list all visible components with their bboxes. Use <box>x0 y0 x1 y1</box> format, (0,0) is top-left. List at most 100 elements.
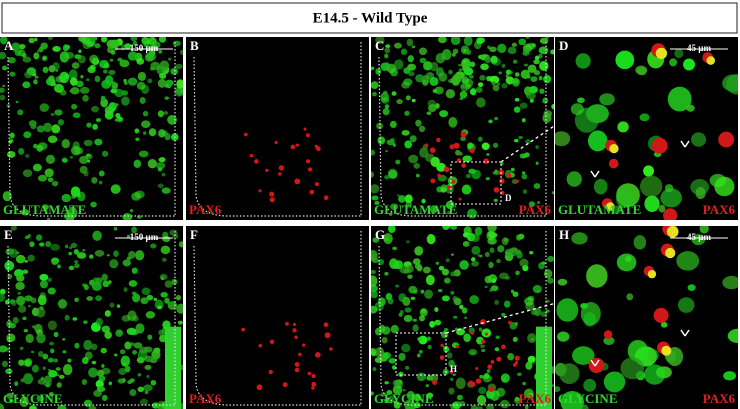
green-cell <box>30 350 35 354</box>
panel-image <box>371 226 554 409</box>
green-cell <box>535 145 539 150</box>
green-cell <box>20 378 25 383</box>
green-cell <box>398 371 404 377</box>
green-cell <box>557 331 570 342</box>
green-cell <box>101 37 108 43</box>
green-cell <box>157 305 162 309</box>
green-cell <box>463 76 468 80</box>
green-cell <box>470 351 475 355</box>
green-cell <box>72 112 81 119</box>
green-cell <box>83 320 88 324</box>
green-cell <box>108 381 113 386</box>
green-cell <box>465 78 474 88</box>
green-cell <box>133 159 142 168</box>
green-cell <box>390 203 399 210</box>
panel: A 150 µm GLUTAMATE <box>0 37 183 220</box>
scale-label: 150 µm <box>130 232 159 242</box>
green-cell <box>635 65 648 75</box>
red-cell <box>469 381 476 388</box>
green-cell <box>425 384 429 388</box>
green-cell <box>88 405 97 409</box>
red-cell <box>487 364 493 370</box>
green-cell <box>390 68 399 77</box>
green-cell <box>30 124 37 130</box>
green-cell <box>135 323 145 334</box>
green-cell <box>18 359 25 366</box>
red-cell <box>608 158 619 169</box>
green-cell <box>471 245 481 255</box>
green-cell <box>103 62 110 69</box>
green-cell <box>122 259 131 267</box>
green-cell <box>80 74 84 79</box>
green-cell <box>441 268 450 276</box>
green-cell <box>81 356 89 365</box>
green-cell <box>90 201 97 208</box>
green-cell <box>37 350 44 358</box>
red-cell <box>307 371 312 376</box>
yellow-cell <box>609 143 619 154</box>
channel-label: GLYCINE <box>558 391 617 406</box>
green-cell <box>50 243 60 251</box>
green-cell <box>494 169 498 173</box>
green-cell <box>123 78 127 83</box>
green-cell <box>89 37 98 42</box>
green-cell <box>439 110 449 118</box>
green-cell <box>518 38 527 46</box>
green-cell <box>9 132 15 139</box>
green-cell <box>518 233 525 240</box>
green-cell <box>616 253 637 272</box>
green-cell <box>96 369 105 377</box>
green-cell <box>64 52 75 59</box>
inset-box <box>450 161 502 205</box>
green-cell <box>5 347 10 352</box>
green-cell <box>178 241 183 248</box>
green-cell <box>157 183 164 189</box>
green-cell <box>22 169 33 178</box>
green-cell <box>450 37 461 46</box>
red-cell <box>324 332 331 339</box>
green-cell <box>0 345 8 353</box>
green-cell <box>498 71 502 75</box>
green-cell <box>427 336 431 341</box>
green-cell <box>150 43 158 52</box>
green-cell <box>527 333 537 344</box>
green-cell <box>134 128 140 134</box>
green-cell <box>527 355 536 363</box>
red-cell <box>294 178 301 185</box>
green-cell <box>664 184 674 193</box>
green-cell <box>143 131 147 135</box>
green-cell <box>47 357 54 363</box>
green-cell <box>479 254 483 258</box>
green-cell <box>109 259 119 269</box>
green-cell <box>168 57 172 61</box>
green-cell <box>377 136 386 145</box>
green-cell <box>371 171 374 178</box>
green-cell <box>480 63 489 71</box>
tissue-boundary <box>7 42 176 217</box>
green-cell <box>585 104 609 124</box>
green-cell <box>527 64 537 73</box>
green-cell <box>35 234 43 241</box>
scale-label: 45 µm <box>687 43 711 53</box>
green-cell <box>674 48 684 59</box>
red-cell <box>292 328 297 333</box>
green-cell <box>640 175 663 198</box>
green-cell <box>494 347 500 352</box>
green-cell <box>699 226 709 234</box>
green-cell <box>141 287 151 296</box>
green-cell <box>603 371 626 393</box>
green-cell <box>36 125 45 133</box>
green-cell <box>722 275 738 290</box>
green-cell <box>116 304 121 308</box>
green-cell <box>22 81 31 89</box>
green-cell <box>161 257 167 262</box>
green-cell <box>101 79 112 89</box>
red-cell <box>243 132 248 137</box>
green-cell <box>144 390 149 395</box>
green-cell <box>411 98 416 103</box>
green-cell <box>42 353 49 360</box>
green-cell <box>37 174 48 182</box>
green-cell <box>121 96 130 106</box>
green-cell <box>583 378 597 392</box>
red-cell <box>507 173 512 178</box>
